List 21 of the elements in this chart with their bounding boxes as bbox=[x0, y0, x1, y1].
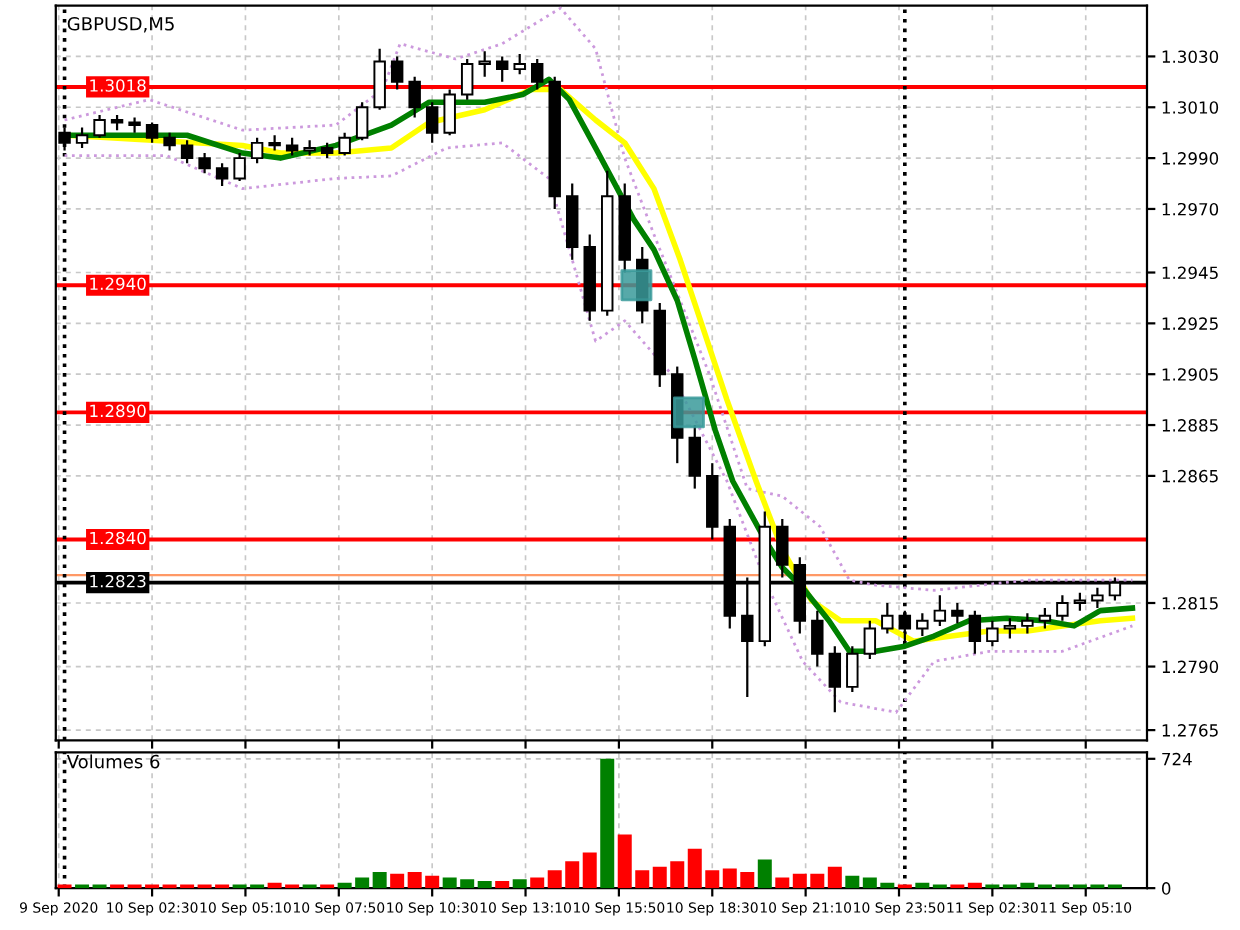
y-tick-label: 1.2990 bbox=[1162, 152, 1219, 165]
y-tick-label: 1.2885 bbox=[1162, 419, 1218, 432]
y-tick-label: 1.2790 bbox=[1162, 660, 1219, 674]
y-tick-label: 1.2925 bbox=[1162, 317, 1218, 330]
y-tick-label: 0 bbox=[1161, 882, 1171, 895]
ref-line-label: 1.2890 bbox=[90, 404, 146, 418]
y-tick-label: 1.2905 bbox=[1162, 368, 1218, 381]
y-tick-label: 1.2945 bbox=[1162, 266, 1218, 280]
ref-line-label: 1.2823 bbox=[90, 574, 146, 588]
y-tick-label: 724 bbox=[1162, 752, 1192, 766]
y-tick-label: 1.2815 bbox=[1162, 596, 1218, 610]
y-tick-label: 1.2765 bbox=[1162, 724, 1218, 737]
text: GBPUSD,M5 bbox=[67, 16, 174, 33]
ref-line-label: 1.2840 bbox=[90, 531, 146, 545]
y-tick-label: 1.3010 bbox=[1162, 101, 1219, 114]
ref-line-label: 1.3018 bbox=[90, 79, 146, 92]
y-tick-label: 1.3030 bbox=[1162, 50, 1219, 63]
chart-title: Volumes 6 bbox=[66, 754, 160, 769]
y-tick-label: 1.2970 bbox=[1162, 202, 1219, 216]
y-tick-label: 1.2865 bbox=[1162, 469, 1218, 483]
ref-line-label: 1.2940 bbox=[90, 277, 146, 291]
